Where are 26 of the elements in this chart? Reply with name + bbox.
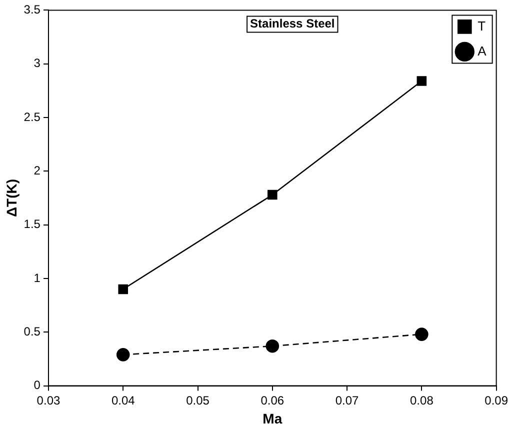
y-tick-label: 2 bbox=[34, 163, 41, 178]
y-tick-label: 2.5 bbox=[24, 110, 41, 124]
point bbox=[266, 339, 280, 353]
x-tick-label: 0.04 bbox=[111, 393, 136, 408]
x-tick-label: 0.09 bbox=[484, 393, 508, 408]
point bbox=[416, 76, 427, 86]
point bbox=[116, 348, 130, 362]
annotation: Stainless Steel bbox=[250, 16, 335, 31]
y-tick-label: 0.5 bbox=[24, 324, 41, 338]
point bbox=[118, 284, 128, 294]
x-tick-label: 0.06 bbox=[260, 393, 284, 408]
y-tick-label: 3 bbox=[34, 56, 41, 70]
legend-label: T bbox=[478, 18, 486, 34]
x-axis-title: Ma bbox=[262, 410, 282, 426]
y-axis-title: ΔT(K) bbox=[3, 178, 20, 218]
point bbox=[415, 328, 428, 341]
y-tick-label: 3.5 bbox=[24, 2, 41, 17]
y-tick-label: 1.5 bbox=[24, 217, 41, 232]
y-tick-label: 1 bbox=[34, 270, 41, 285]
legend-label: A bbox=[478, 43, 487, 58]
x-tick-label: 0.07 bbox=[335, 393, 360, 408]
x-tick-label: 0.08 bbox=[410, 393, 434, 408]
y-tick-label: 0 bbox=[34, 378, 41, 392]
x-tick-label: 0.05 bbox=[186, 393, 210, 408]
x-tick-label: 0.03 bbox=[36, 393, 60, 408]
point bbox=[268, 190, 278, 200]
